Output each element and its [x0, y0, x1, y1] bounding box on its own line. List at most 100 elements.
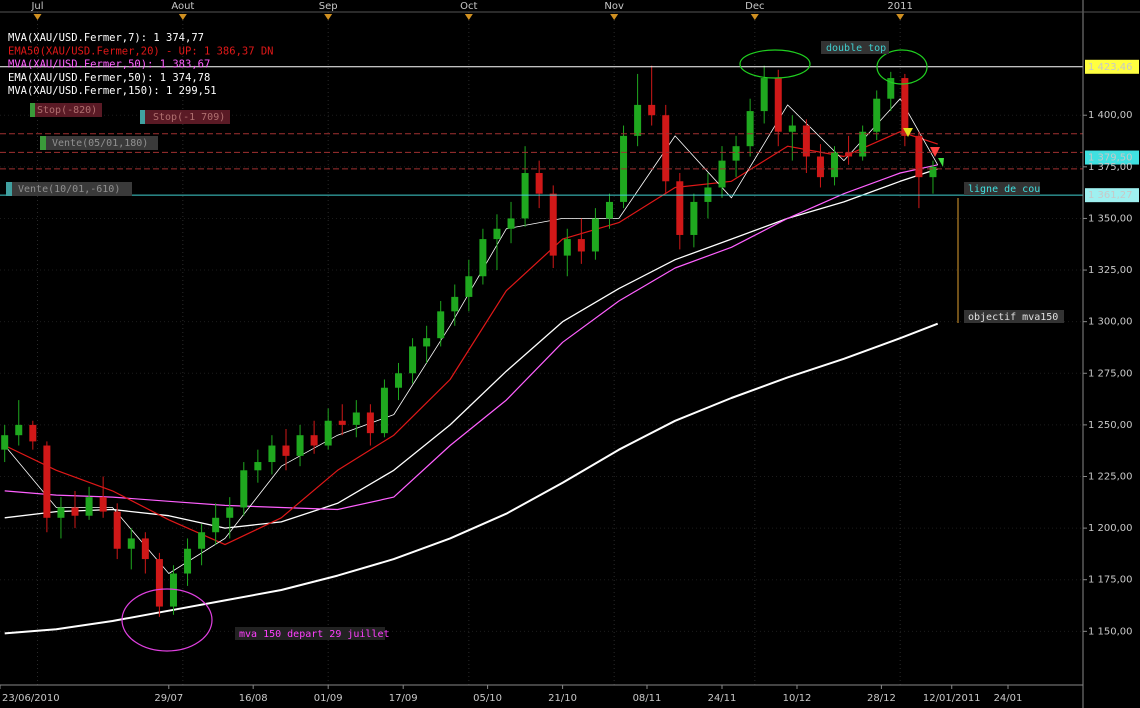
mva-start-circle [121, 588, 213, 652]
x-tick-label: 01/09 [314, 693, 343, 704]
candle-body [15, 424, 23, 436]
candle-body [184, 548, 192, 574]
candle-body [423, 338, 431, 347]
indicator-line [4, 164, 938, 511]
candle-body [268, 445, 276, 463]
month-label: Oct [460, 1, 477, 12]
candle-body [634, 104, 642, 136]
candle-body [99, 497, 107, 512]
arrow [903, 128, 913, 137]
candle-body [169, 573, 177, 607]
x-tick-label: 10/12 [783, 693, 812, 704]
candle-body [507, 218, 515, 229]
legend-entry: EMA(XAU/USD.Fermer,50): 1 374,78 [8, 72, 210, 84]
annotation: mva 150 depart 29 juillet [239, 629, 390, 640]
candle-body [395, 373, 403, 388]
candle-body [493, 228, 501, 240]
candle-body [85, 497, 93, 516]
candle-body [676, 181, 684, 235]
candle-body [282, 445, 290, 456]
month-marker [750, 14, 759, 20]
legend-entry: MVA(XAU/USD.Fermer,7): 1 374,77 [8, 32, 204, 44]
order-marker [40, 136, 46, 150]
candle-body [113, 511, 121, 549]
y-tick-label: 1 400,00 [1088, 110, 1133, 121]
candle-body [310, 435, 318, 446]
y-tick-label: 1 275,00 [1088, 368, 1133, 379]
y-tick-label: 1 325,00 [1088, 265, 1133, 276]
candle-body [915, 135, 923, 178]
y-tick-label: 1 200,00 [1088, 523, 1133, 534]
order-box [40, 136, 158, 150]
candle-body [816, 156, 824, 178]
indicator-line [4, 131, 938, 546]
x-tick-label: 24/11 [708, 693, 737, 704]
candle-body [71, 507, 79, 516]
candle-body [352, 412, 360, 425]
candle-body [155, 559, 163, 607]
month-label: Nov [604, 1, 624, 12]
annotation-box [235, 627, 385, 640]
x-tick-label: 28/12 [867, 693, 896, 704]
level-label: 1 361,27 [1088, 190, 1133, 201]
candle-body [859, 131, 867, 157]
month-label: Aout [171, 1, 194, 12]
x-tick-label: 23/06/2010 [2, 693, 60, 704]
candle-body [563, 239, 571, 256]
candle-body [591, 218, 599, 252]
candle-body [873, 98, 881, 132]
candle-body [845, 152, 853, 157]
price-levels: 1 423,46 1 379,50 1 361,27 [0, 59, 1139, 203]
order-marker [30, 103, 35, 117]
candle-body [549, 193, 557, 256]
order-label: Vente(05/01,180) [52, 138, 148, 149]
legend: MVA(XAU/USD.Fermer,7): 1 374,77EMA50(XAU… [8, 32, 274, 97]
candle-body [605, 201, 613, 219]
x-tick-label: 16/08 [239, 693, 268, 704]
order-box [30, 103, 102, 117]
y-tick-label: 1 375,00 [1088, 162, 1133, 173]
candle-body [43, 445, 51, 518]
candle-body [380, 387, 388, 434]
x-tick-label: 08/11 [633, 693, 662, 704]
legend-entry: EMA50(XAU/USD.Fermer,20) - UP: 1 386,37 … [8, 45, 274, 57]
annotation-box [964, 310, 1064, 323]
candle-body [57, 507, 65, 518]
annotation-box [964, 182, 1040, 195]
annotation-box [821, 41, 889, 54]
double-top-circle [739, 49, 811, 79]
candle-body [324, 420, 332, 446]
level-box [1085, 188, 1139, 203]
order-label: Stop(-820) [37, 105, 97, 116]
y-tick-label: 1 150,00 [1088, 626, 1133, 637]
month-label: 2011 [887, 1, 912, 12]
order-label: Vente(10/01,-610) [18, 184, 120, 195]
level-label: 1 423,46 [1088, 62, 1133, 73]
month-marker [464, 14, 473, 20]
x-tick-label: 21/10 [548, 693, 577, 704]
candle-body [802, 125, 810, 157]
candle-body [479, 239, 487, 277]
candle-body [760, 78, 768, 112]
candle-body [240, 470, 248, 508]
candle-body [648, 104, 656, 116]
candle-body [577, 239, 585, 252]
month-label: Sep [319, 1, 338, 12]
candle-body [535, 173, 543, 194]
double-top-circle [876, 49, 928, 85]
candle-body [226, 507, 234, 518]
order-box [6, 182, 132, 196]
candle-body [774, 78, 782, 132]
order-box [140, 110, 230, 124]
candle-body [127, 538, 135, 549]
candle-body [718, 160, 726, 188]
month-marker [178, 14, 187, 20]
candle-body [212, 517, 220, 533]
month-marker [896, 14, 905, 20]
y-tick-label: 1 250,00 [1088, 420, 1133, 431]
legend-entry: MVA(XAU/USD.Fermer,150): 1 299,51 [8, 85, 217, 97]
candle-body [198, 532, 206, 549]
x-tick-label: 24/01 [994, 693, 1023, 704]
grid [0, 12, 1083, 685]
candle-body [296, 435, 304, 456]
